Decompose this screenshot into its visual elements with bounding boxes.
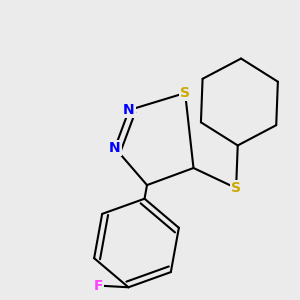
Text: F: F: [94, 279, 103, 292]
Text: S: S: [180, 86, 190, 100]
Text: N: N: [123, 103, 135, 117]
Text: S: S: [231, 181, 241, 195]
Text: N: N: [109, 141, 121, 155]
